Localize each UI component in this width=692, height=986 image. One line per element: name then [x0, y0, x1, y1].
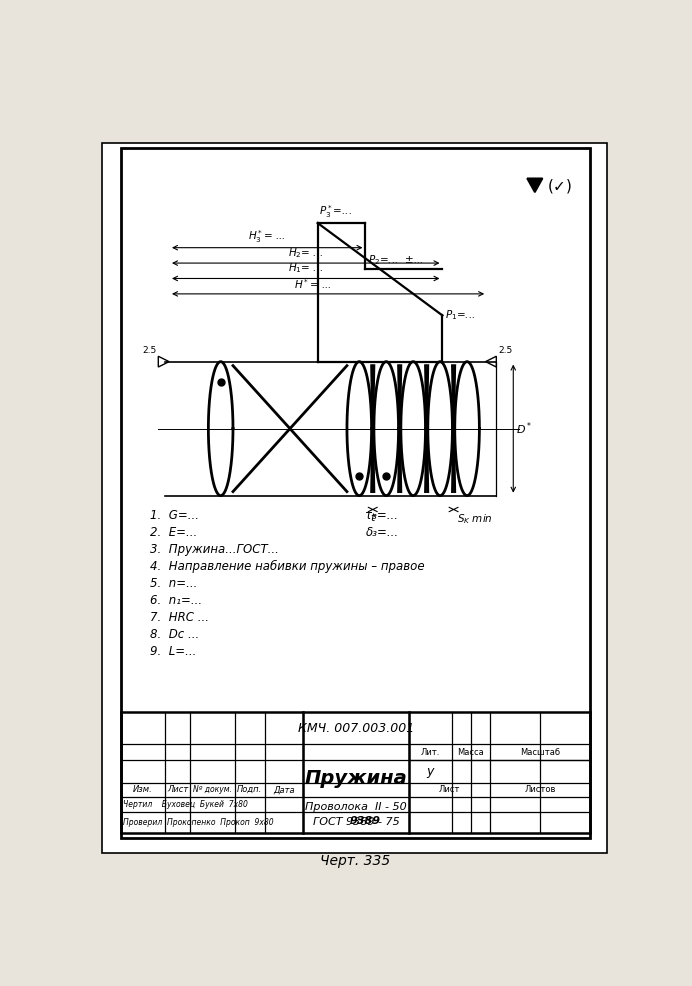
Text: Масса: Масса	[457, 747, 484, 756]
Bar	[120, 148, 590, 837]
Text: $S_K$ min: $S_K$ min	[457, 513, 493, 527]
Text: Листов: Листов	[525, 785, 556, 795]
Text: 8.  Dc ...: 8. Dc ...	[150, 628, 199, 641]
Text: 2.5: 2.5	[143, 346, 157, 356]
Polygon shape	[527, 178, 543, 192]
Polygon shape	[527, 178, 543, 192]
Text: 7.  HRC ...: 7. HRC ...	[150, 610, 209, 624]
Text: 2.  E=...: 2. E=...	[150, 527, 197, 539]
Text: Черт. 335: Черт. 335	[320, 854, 390, 868]
Text: у: у	[427, 765, 434, 778]
Text: Лист: Лист	[167, 785, 188, 795]
Text: 3.  Пружина...ГОСТ...: 3. Пружина...ГОСТ...	[150, 543, 279, 556]
Text: Дата: Дата	[273, 785, 295, 795]
Text: 5.  n=...: 5. n=...	[150, 577, 197, 590]
Text: $D^*$: $D^*$	[516, 420, 533, 437]
Text: Пружина: Пружина	[304, 769, 408, 788]
Text: $H_3^*$= ...: $H_3^*$= ...	[248, 228, 286, 245]
Text: Проверил  Прокопенко  Прокоп  9х80: Проверил Прокопенко Прокоп 9х80	[123, 818, 273, 827]
Text: Подп.: Подп.	[237, 785, 262, 795]
Text: КМЧ. 007.003.001: КМЧ. 007.003.001	[298, 722, 415, 735]
Text: Лит.: Лит.	[421, 747, 440, 756]
Text: Проволока  II - 50
ГОСТ 9389 - 75: Проволока II - 50 ГОСТ 9389 - 75	[305, 803, 407, 827]
Text: τ₃=...: τ₃=...	[365, 509, 399, 523]
Text: $P_2$=...  $\pm$...: $P_2$=... $\pm$...	[367, 253, 424, 267]
Text: 9389: 9389	[350, 816, 381, 826]
Text: Чертил    Буховец  Букей  7х80: Чертил Буховец Букей 7х80	[123, 800, 248, 809]
Text: 9.  L=...: 9. L=...	[150, 645, 197, 658]
Polygon shape	[486, 356, 496, 367]
Text: Масштаб: Масштаб	[520, 747, 561, 756]
Text: Лист: Лист	[439, 785, 460, 795]
Text: $H_2$= ...: $H_2$= ...	[288, 246, 323, 260]
Text: $P_3^*$=...: $P_3^*$=...	[319, 203, 352, 220]
Text: 4.  Направление набивки пружины – правое: 4. Направление набивки пружины – правое	[150, 560, 424, 573]
Text: 6.  n₁=...: 6. n₁=...	[150, 594, 202, 606]
Text: $H^*$= ...: $H^*$= ...	[294, 277, 331, 291]
Text: 2.5: 2.5	[498, 346, 512, 356]
Text: ($\checkmark$): ($\checkmark$)	[547, 177, 572, 195]
Text: $H_1$= ...: $H_1$= ...	[288, 261, 323, 275]
Text: $P_1$=...: $P_1$=...	[445, 309, 475, 322]
Text: 1.  G=...: 1. G=...	[150, 509, 199, 523]
Text: t: t	[370, 513, 375, 523]
Text: δ₃=...: δ₃=...	[365, 527, 399, 539]
Text: Изм.: Изм.	[133, 785, 153, 795]
Text: Nº докум.: Nº докум.	[193, 785, 232, 795]
Polygon shape	[158, 356, 169, 367]
